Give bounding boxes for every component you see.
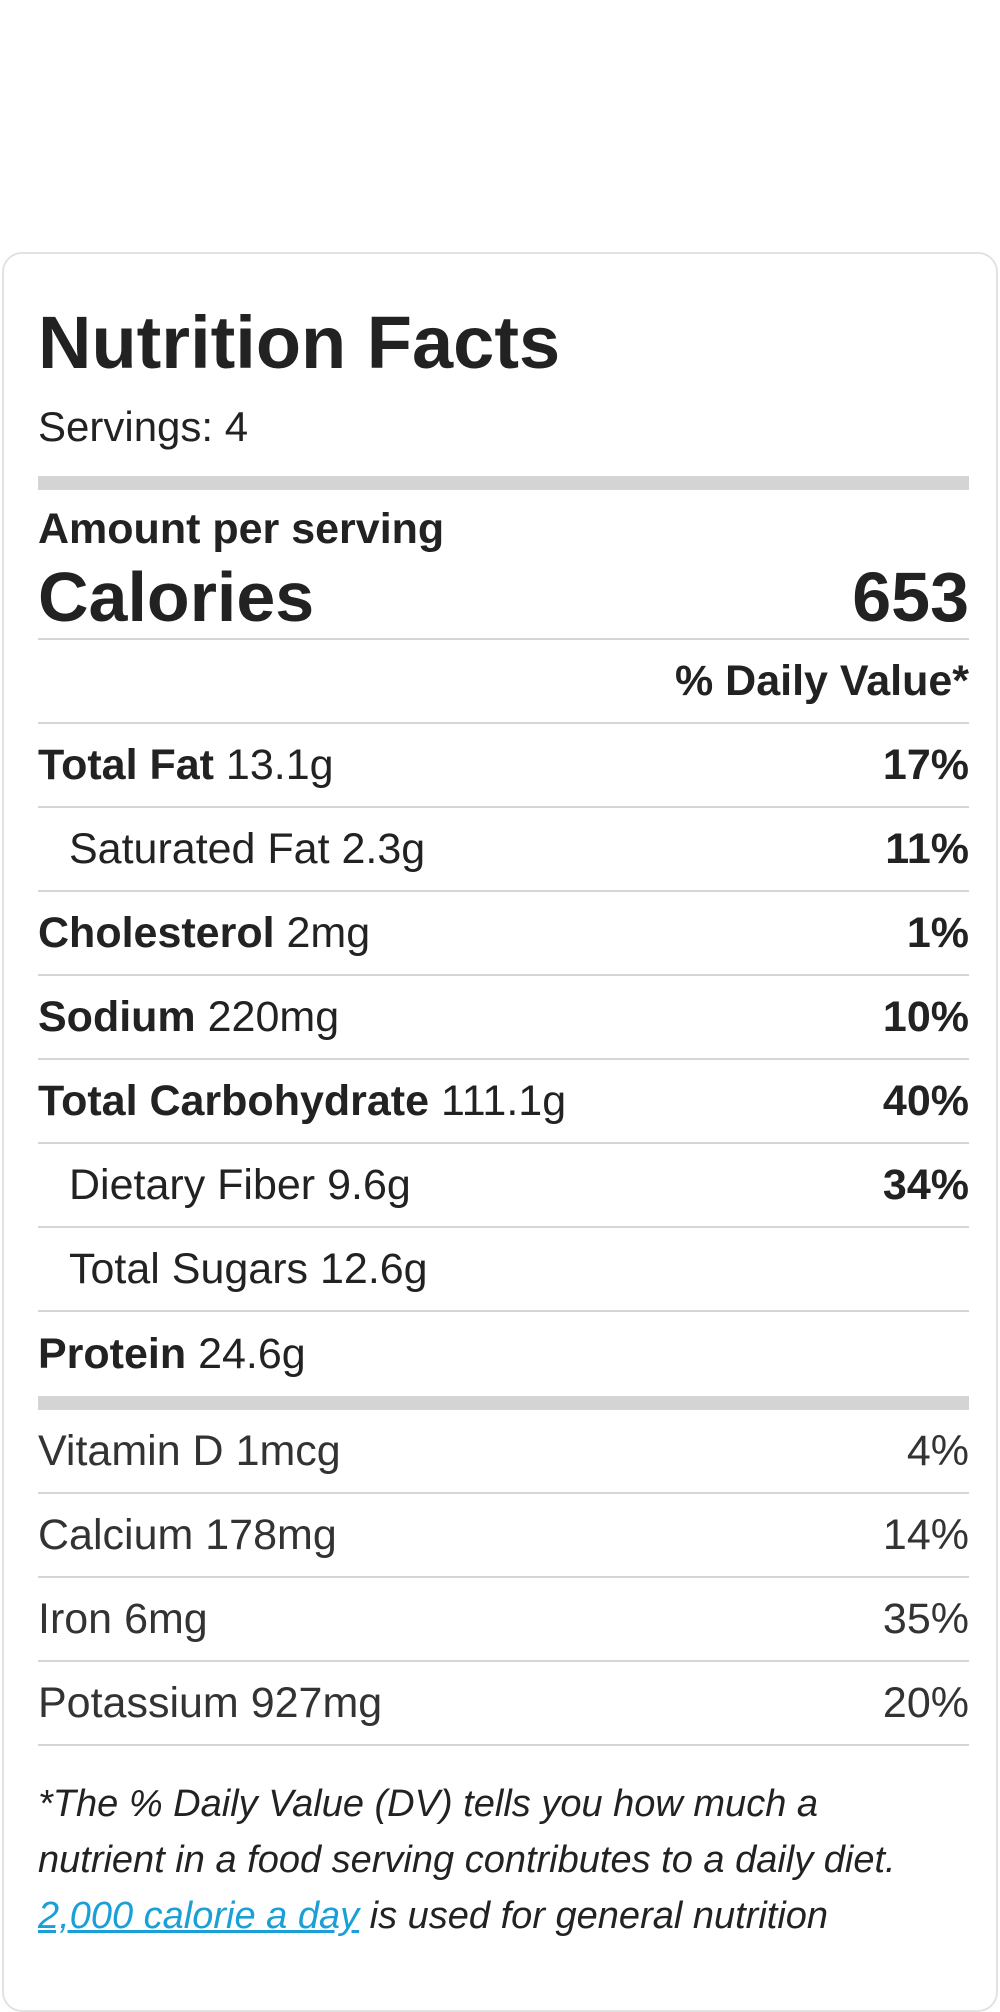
nutrient-row-total-carbohydrate: Total Carbohydrate 111.1g 40% — [38, 1060, 969, 1144]
footnote-line-3: 2,000 calorie a day is used for general … — [38, 1888, 969, 1944]
nutrient-name: Total Sugars — [69, 1244, 309, 1293]
thick-divider — [38, 476, 969, 490]
nutrient-amount: 2.3g — [341, 824, 426, 873]
vitamin-name: Potassium — [38, 1678, 239, 1727]
nutrient-amount: 220mg — [207, 992, 340, 1041]
nutrition-label-content: Nutrition Facts Servings: 4 Amount per s… — [38, 306, 969, 1944]
nutrient-amount: 9.6g — [327, 1160, 411, 1209]
vitamin-percent: 4% — [906, 1426, 969, 1475]
nutrient-row-protein: Protein 24.6g — [38, 1312, 969, 1396]
vitamin-row-vitamin-d: Vitamin D 1mcg 4% — [38, 1410, 969, 1494]
calories-label: Calories — [38, 558, 315, 636]
vitamin-name: Vitamin D — [38, 1426, 224, 1475]
nutrient-percent: 17% — [882, 740, 969, 789]
nutrient-percent: 34% — [882, 1160, 969, 1209]
nutrient-row-sodium: Sodium 220mg 10% — [38, 976, 969, 1060]
nutrient-row-dietary-fiber: Dietary Fiber 9.6g 34% — [38, 1144, 969, 1228]
amount-per-serving-label: Amount per serving — [38, 505, 445, 553]
nutrient-amount: 12.6g — [319, 1244, 428, 1293]
vitamin-amount: 178mg — [205, 1510, 337, 1559]
servings-count: Servings: 4 — [38, 403, 249, 450]
footnote-line-2: nutrient in a food serving contributes t… — [38, 1839, 896, 1881]
footnote-line-3-text: is used for general nutrition — [359, 1895, 829, 1937]
nutrient-percent: 1% — [906, 908, 969, 957]
nutrient-name: Total Fat — [38, 740, 214, 789]
nutrient-name: Saturated Fat — [69, 824, 330, 873]
nutrient-name: Total Carbohydrate — [38, 1076, 430, 1125]
vitamin-row-potassium: Potassium 927mg 20% — [38, 1662, 969, 1746]
vitamin-amount: 1mcg — [235, 1426, 341, 1475]
calorie-guide-link[interactable]: 2,000 calorie a day — [38, 1895, 360, 1937]
nutrient-name: Sodium — [38, 992, 196, 1041]
vitamin-amount: 6mg — [124, 1594, 208, 1643]
calories-row: Calories 653 — [38, 556, 969, 640]
nutrient-amount: 111.1g — [440, 1076, 567, 1125]
vitamin-row-calcium: Calcium 178mg 14% — [38, 1494, 969, 1578]
nutrient-percent: 10% — [882, 992, 969, 1041]
vitamin-name: Calcium — [38, 1510, 194, 1559]
nutrition-title: Nutrition Facts — [38, 301, 561, 384]
nutrient-row-total-fat: Total Fat 13.1g 17% — [38, 724, 969, 808]
nutrient-row-saturated-fat: Saturated Fat 2.3g 11% — [38, 808, 969, 892]
vitamin-name: Iron — [38, 1594, 113, 1643]
vitamin-percent: 20% — [882, 1678, 969, 1727]
vitamin-percent: 35% — [882, 1594, 969, 1643]
daily-value-footnote: *The % Daily Value (DV) tells you how mu… — [38, 1776, 969, 1944]
nutrient-amount: 13.1g — [225, 740, 334, 789]
vitamin-row-iron: Iron 6mg 35% — [38, 1578, 969, 1662]
nutrient-percent: 40% — [882, 1076, 969, 1125]
nutrient-name: Protein — [38, 1329, 187, 1378]
daily-value-header: % Daily Value* — [38, 640, 969, 724]
calories-value: 653 — [852, 558, 969, 636]
footnote-line-1: *The % Daily Value (DV) tells you how mu… — [38, 1783, 819, 1825]
nutrient-name: Dietary Fiber — [69, 1160, 316, 1209]
nutrient-name: Cholesterol — [38, 908, 275, 957]
thick-divider — [38, 1396, 969, 1410]
nutrient-amount: 24.6g — [198, 1329, 306, 1378]
nutrient-row-total-sugars: Total Sugars 12.6g — [38, 1228, 969, 1312]
vitamin-percent: 14% — [882, 1510, 969, 1559]
vitamin-amount: 927mg — [250, 1678, 383, 1727]
nutrition-label-card: Nutrition Facts Servings: 4 Amount per s… — [2, 252, 998, 2012]
nutrient-row-cholesterol: Cholesterol 2mg 1% — [38, 892, 969, 976]
nutrient-amount: 2mg — [286, 908, 371, 957]
nutrient-percent: 11% — [885, 824, 969, 873]
